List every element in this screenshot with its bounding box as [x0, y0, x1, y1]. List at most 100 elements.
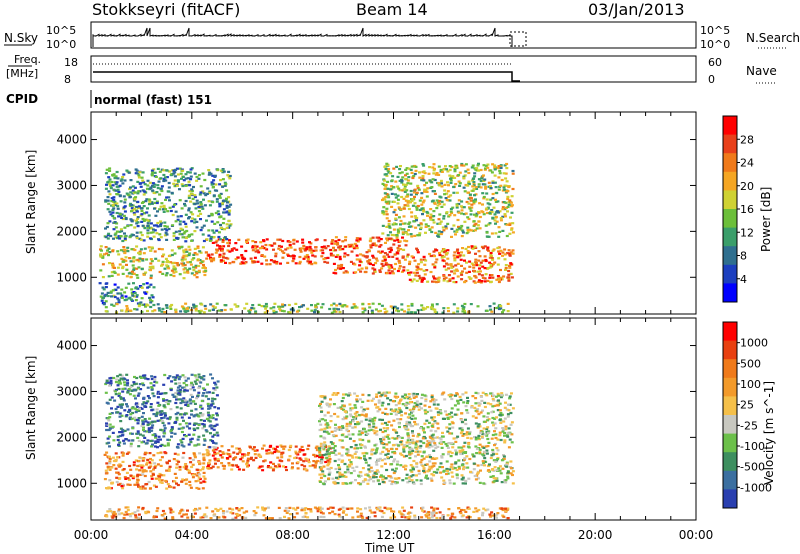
heatmap-cell	[448, 479, 452, 482]
heatmap-cell	[110, 204, 114, 207]
heatmap-cell	[213, 424, 217, 427]
heatmap-cell	[479, 179, 483, 183]
heatmap-cell	[149, 305, 153, 309]
heatmap-cell	[262, 514, 266, 517]
heatmap-cell	[426, 214, 429, 217]
heatmap-cell	[149, 222, 153, 225]
heatmap-cell	[436, 204, 440, 207]
heatmap-cell	[498, 465, 502, 468]
heatmap-cell	[393, 458, 397, 461]
heatmap-cell	[166, 260, 169, 263]
heatmap-cell	[223, 516, 227, 519]
heatmap-cell	[487, 235, 491, 238]
heatmap-cell	[471, 189, 475, 192]
heatmap-cell	[361, 400, 365, 403]
heatmap-cell	[336, 415, 340, 418]
heatmap-cell	[369, 246, 373, 249]
heatmap-cell	[185, 307, 189, 310]
heatmap-cell	[371, 236, 375, 239]
heatmap-cell	[444, 227, 448, 230]
heatmap-cell	[228, 209, 232, 212]
heatmap-cell	[315, 507, 319, 510]
heatmap-cell	[214, 241, 218, 244]
heatmap-cell	[148, 181, 152, 184]
heatmap-cell	[314, 246, 318, 249]
heatmap-cell	[397, 477, 401, 480]
heatmap-cell	[341, 267, 345, 270]
heatmap-cell	[413, 514, 417, 517]
heatmap-cell	[362, 427, 366, 431]
heatmap-cell	[445, 413, 449, 416]
heatmap-cell	[405, 406, 409, 410]
heatmap-cell	[413, 188, 417, 191]
heatmap-cell	[314, 305, 318, 308]
heatmap-cell	[396, 202, 400, 205]
heatmap-cell	[168, 305, 172, 308]
heatmap-cell	[253, 261, 257, 264]
colorbar-segment	[723, 227, 737, 247]
heatmap-cell	[351, 516, 355, 519]
heatmap-cell	[511, 473, 514, 477]
heatmap-cell	[221, 255, 225, 258]
heatmap-cell	[428, 460, 432, 463]
heatmap-cell	[104, 300, 108, 303]
heatmap-cell	[392, 211, 396, 214]
heatmap-cell	[435, 199, 439, 202]
heatmap-cell	[167, 227, 171, 231]
heatmap-cell	[410, 199, 414, 202]
heatmap-cell	[182, 254, 186, 257]
heatmap-cell	[197, 210, 201, 213]
heatmap-cell	[454, 166, 458, 169]
heatmap-cell	[352, 416, 355, 419]
heatmap-cell	[140, 310, 144, 313]
heatmap-cell	[123, 235, 127, 238]
heatmap-cell	[493, 404, 497, 407]
heatmap-cell	[338, 248, 342, 251]
heatmap-cell	[357, 482, 361, 485]
nave-tick-low: 0	[708, 73, 715, 86]
heatmap-cell	[387, 475, 391, 478]
heatmap-cell	[300, 247, 304, 250]
heatmap-cell	[420, 308, 424, 311]
heatmap-cell	[510, 421, 514, 424]
heatmap-cell	[213, 306, 217, 309]
heatmap-cell	[294, 262, 298, 265]
heatmap-cell	[383, 458, 387, 461]
heatmap-cell	[120, 485, 124, 488]
heatmap-cell	[195, 179, 199, 182]
heatmap-cell	[208, 190, 212, 193]
heatmap-cell	[200, 407, 204, 410]
heatmap-cell	[445, 199, 449, 202]
heatmap-cell	[159, 205, 163, 208]
heatmap-cell	[332, 246, 335, 249]
heatmap-cell	[490, 411, 494, 414]
heatmap-cell	[418, 199, 422, 202]
heatmap-cell	[511, 222, 515, 225]
heatmap-cell	[490, 255, 493, 258]
heatmap-cell	[476, 437, 480, 440]
heatmap-cell	[381, 211, 385, 214]
heatmap-cell	[403, 464, 407, 467]
heatmap-cell	[408, 456, 412, 460]
heatmap-cell	[358, 260, 362, 263]
heatmap-cell	[359, 457, 362, 460]
heatmap-cell	[209, 303, 213, 306]
heatmap-cell	[202, 263, 205, 267]
heatmap-cell	[381, 232, 385, 235]
heatmap-cell	[139, 248, 143, 251]
heatmap-cell	[414, 450, 418, 453]
heatmap-cell	[419, 444, 423, 448]
heatmap-cell	[342, 408, 346, 411]
heatmap-cell	[367, 423, 371, 426]
heatmap-cell	[382, 511, 386, 515]
heatmap-cell	[116, 188, 120, 191]
colorbar-segment	[723, 283, 737, 303]
heatmap-cell	[457, 227, 461, 230]
heatmap-cell	[280, 445, 284, 448]
heatmap-cell	[461, 482, 465, 485]
heatmap-cell	[378, 509, 382, 512]
heatmap-cell	[426, 306, 429, 309]
heatmap-cell	[433, 255, 436, 258]
heatmap-cell	[404, 403, 408, 406]
heatmap-cell	[384, 195, 388, 199]
